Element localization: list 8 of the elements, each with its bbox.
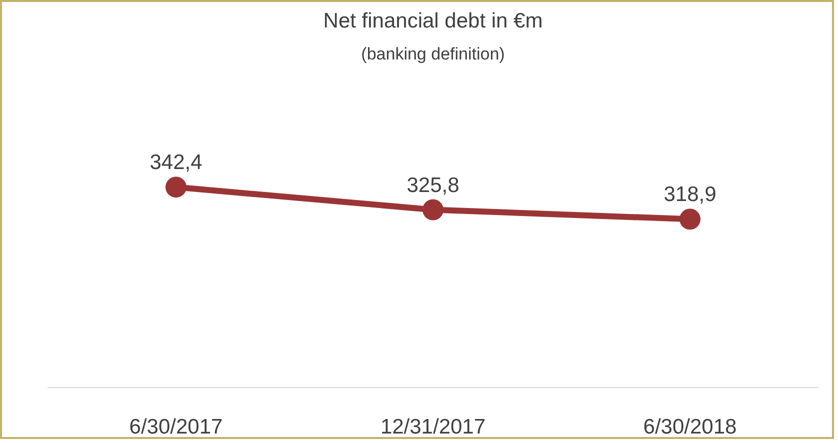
chart-title: Net financial debt in €m bbox=[323, 10, 543, 32]
data-label: 325,8 bbox=[406, 174, 460, 197]
x-tick-label: 6/30/2017 bbox=[129, 416, 223, 438]
x-tick-label: 6/30/2018 bbox=[643, 416, 737, 438]
data-label: 342,4 bbox=[150, 151, 203, 174]
chart-subtitle: (banking definition) bbox=[361, 44, 505, 64]
data-label: 318,9 bbox=[664, 183, 716, 206]
x-tick-label: 12/31/2017 bbox=[380, 416, 486, 438]
